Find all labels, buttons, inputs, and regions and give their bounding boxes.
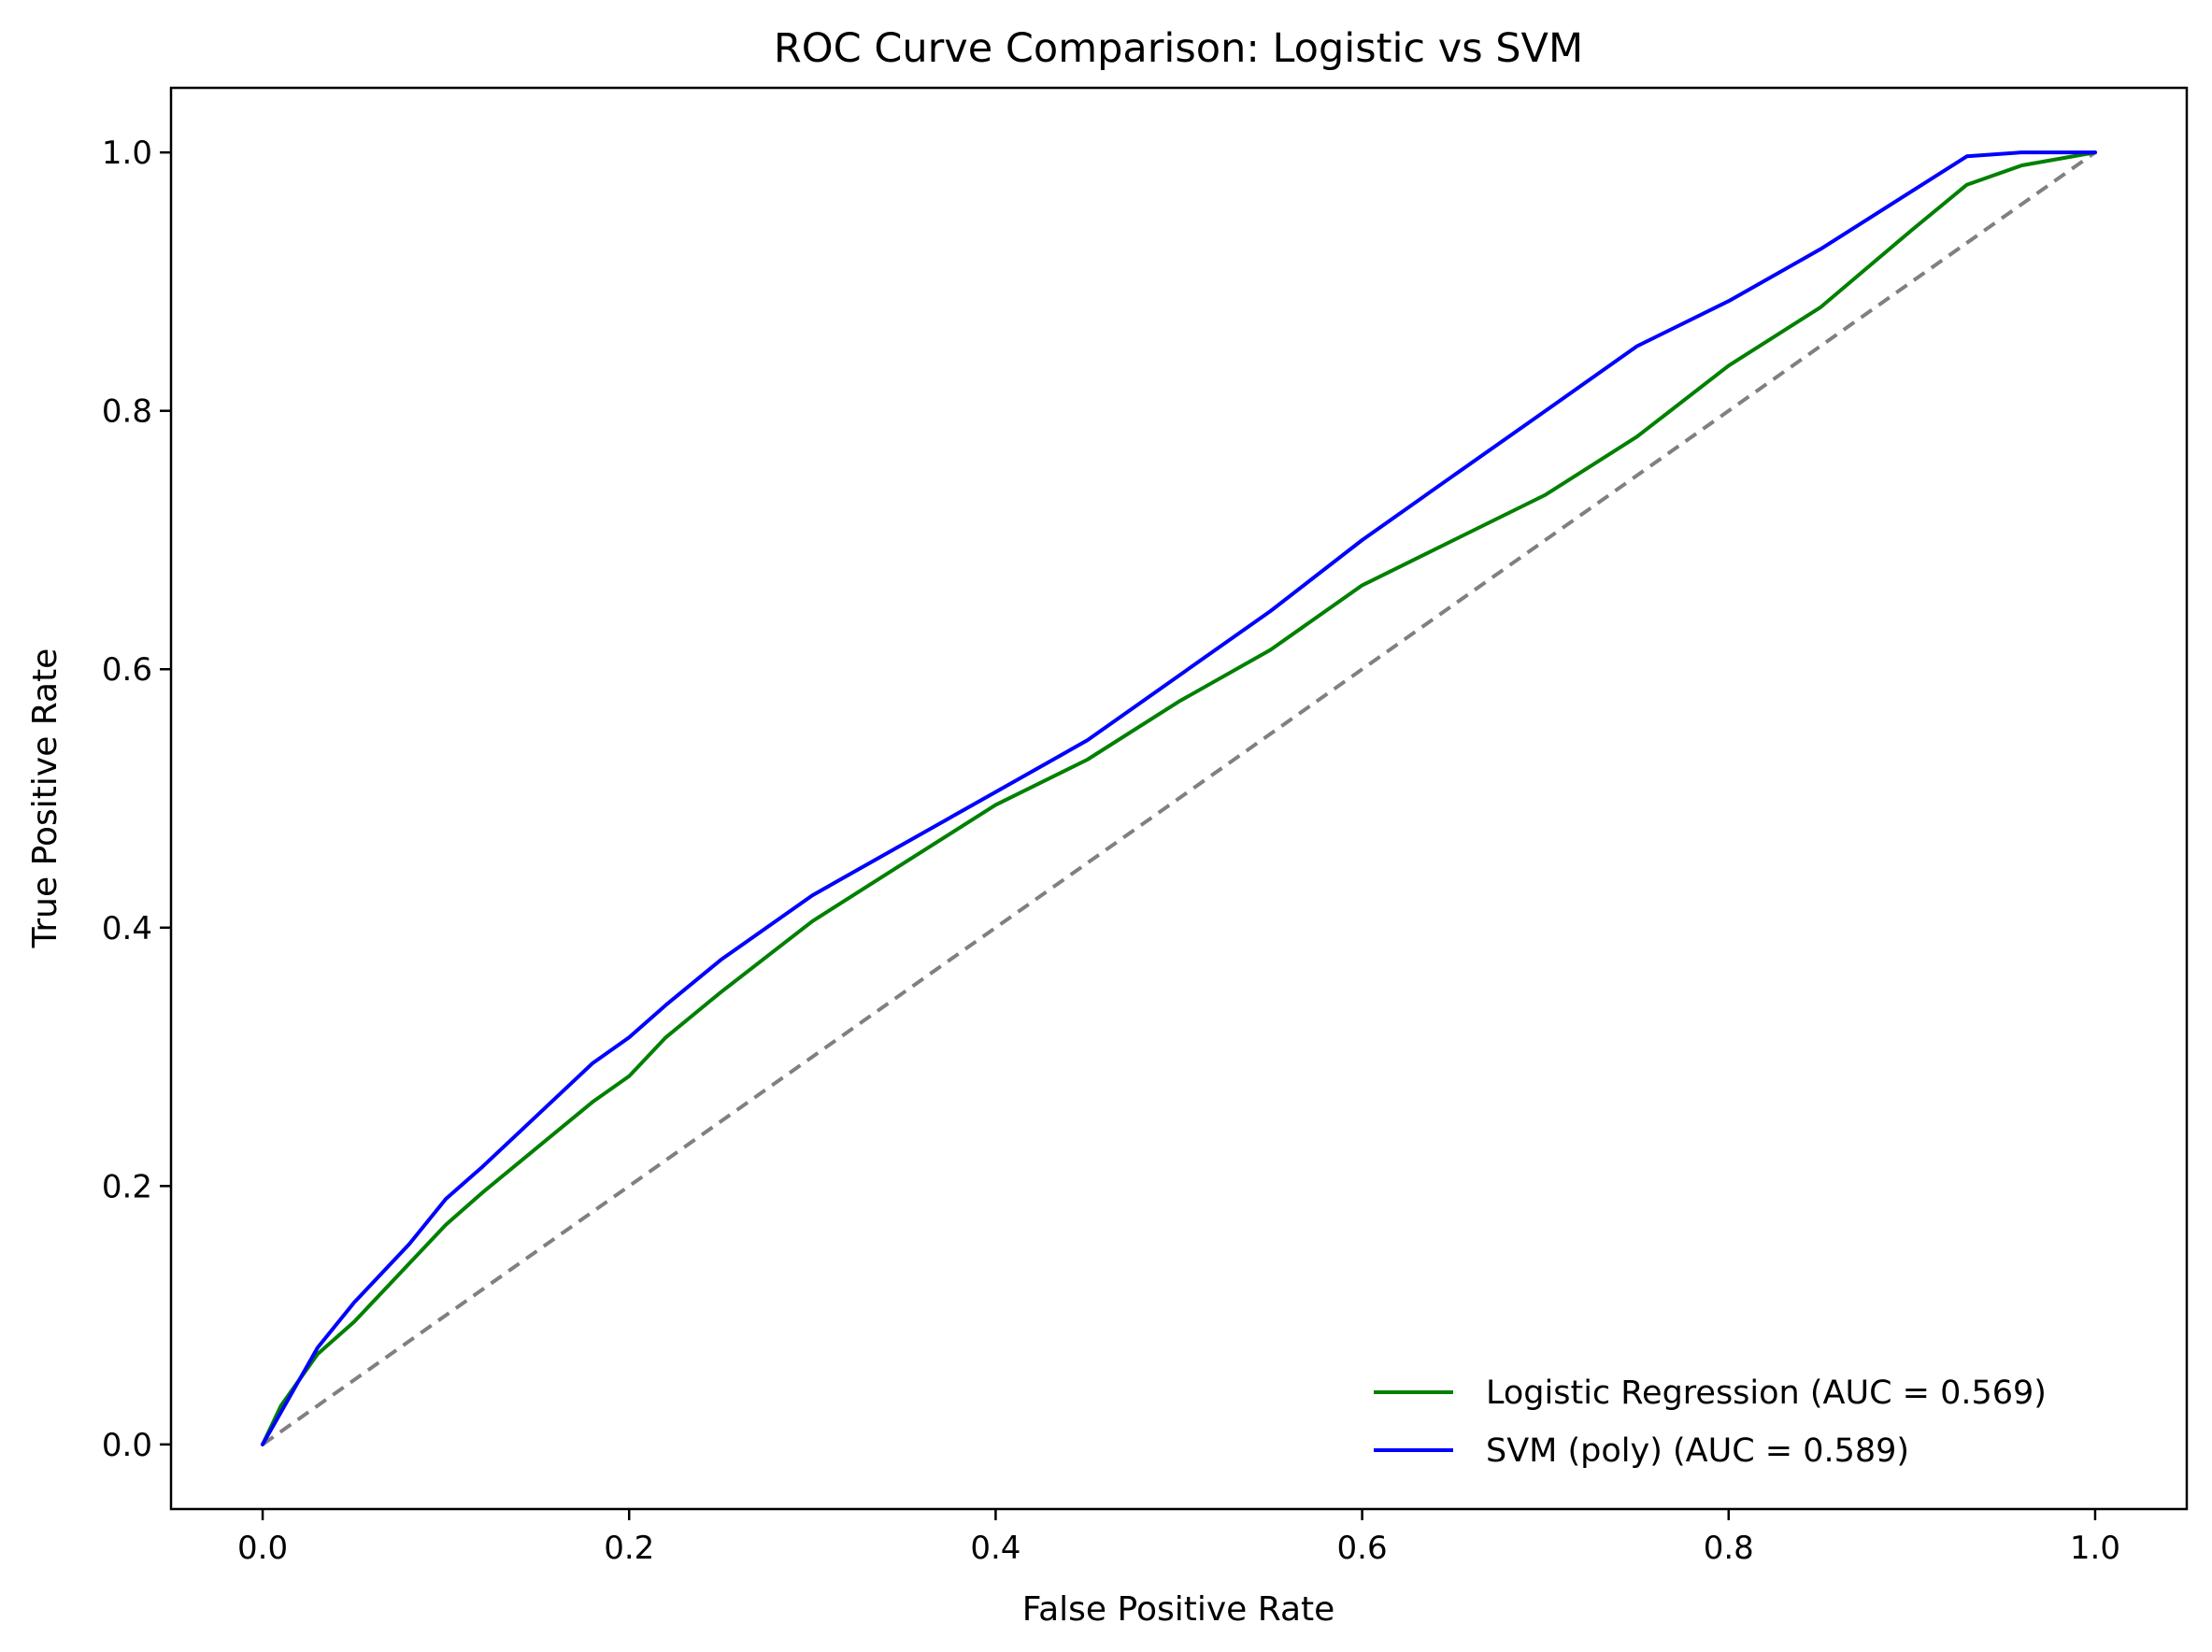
legend: Logistic Regression (AUC = 0.569) SVM (po…: [1374, 1374, 2047, 1470]
x-axis-ticks: 0.0 0.2 0.4 0.6 0.8 1.0: [237, 1509, 2120, 1567]
x-axis-label: False Positive Rate: [1022, 1590, 1335, 1629]
x-tick-label: 0.6: [1337, 1530, 1388, 1567]
y-tick-label: 1.0: [102, 135, 152, 172]
y-tick-label: 0.0: [102, 1427, 152, 1464]
plot-frame: [169, 86, 2189, 1511]
y-tick-label: 0.4: [102, 910, 152, 947]
legend-entry-label: SVM (poly) (AUC = 0.589): [1486, 1432, 1909, 1470]
x-tick-label: 0.0: [237, 1530, 288, 1567]
x-tick-label: 0.4: [970, 1530, 1020, 1567]
x-tick-label: 1.0: [2070, 1530, 2120, 1567]
y-axis-ticks: 0.0 0.2 0.4 0.6 0.8 1.0: [102, 135, 171, 1464]
y-tick-label: 0.8: [102, 393, 152, 431]
y-tick-label: 0.2: [102, 1168, 152, 1205]
x-tick-label: 0.8: [1704, 1530, 1754, 1567]
random-classifier-line: [261, 150, 2097, 1446]
svm-roc-line: [261, 150, 2097, 1446]
plot-lines: [261, 150, 2097, 1446]
x-tick-label: 0.2: [604, 1530, 654, 1567]
y-axis-label: True Positive Rate: [26, 648, 64, 949]
y-tick-label: 0.6: [102, 651, 152, 689]
chart-title: ROC Curve Comparison: Logistic vs SVM: [774, 25, 1583, 72]
legend-entry-label: Logistic Regression (AUC = 0.569): [1486, 1374, 2047, 1412]
logistic-roc-line: [261, 150, 2097, 1446]
